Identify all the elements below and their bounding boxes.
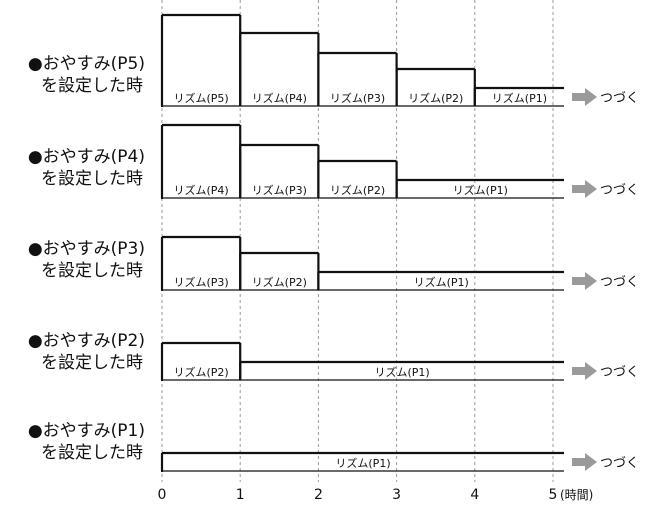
segment-label: リズム(P3) bbox=[173, 275, 228, 289]
tick-label: 4 bbox=[470, 487, 479, 503]
arrow-shaft bbox=[572, 93, 585, 101]
segment-label: リズム(P1) bbox=[374, 365, 429, 379]
arrow-shaft bbox=[572, 277, 585, 285]
continue-arrow-icon bbox=[572, 88, 597, 106]
arrow-head bbox=[585, 453, 597, 471]
arrow-shaft bbox=[572, 458, 585, 466]
arrow-shaft bbox=[572, 185, 585, 193]
segment-label: リズム(P1) bbox=[414, 275, 469, 289]
continue-arrow-icon bbox=[572, 453, 597, 471]
row-subtitle: を設定した時 bbox=[41, 261, 143, 281]
x-axis: 0 1 2 3 4 5 (時間) bbox=[158, 487, 594, 503]
gridlines bbox=[161, 0, 554, 482]
arrow-head bbox=[585, 272, 597, 290]
segment-label: リズム(P2) bbox=[173, 365, 228, 379]
row-1: リズム(P5) リズム(P4) リズム(P3) リズム(P2) リズム(P1) つづく bbox=[160, 13, 639, 107]
continue-arrow-icon bbox=[572, 272, 597, 290]
row-label: ●おやすみ(P1) を設定した時 bbox=[0, 420, 145, 464]
segment-label: リズム(P2) bbox=[252, 275, 307, 289]
continue-arrow-icon bbox=[572, 362, 597, 380]
continue-text: つづく bbox=[600, 183, 639, 198]
segment-label: リズム(P4) bbox=[252, 91, 307, 105]
row-subtitle: を設定した時 bbox=[41, 443, 143, 463]
row-subtitle: を設定した時 bbox=[41, 169, 143, 189]
segment-label: リズム(P5) bbox=[173, 91, 228, 105]
tick-label: 0 bbox=[158, 487, 167, 503]
segment-label: リズム(P4) bbox=[173, 183, 228, 197]
row-label: ●おやすみ(P2) を設定した時 bbox=[0, 330, 145, 374]
row-subtitle: を設定した時 bbox=[41, 76, 143, 96]
tick-label: 2 bbox=[314, 487, 323, 503]
row-title: ●おやすみ(P5) bbox=[27, 54, 145, 74]
tick-label: 1 bbox=[236, 487, 245, 503]
row-subtitle: を設定した時 bbox=[41, 353, 143, 373]
continue-text: つづく bbox=[600, 91, 639, 106]
row-title: ●おやすみ(P1) bbox=[27, 421, 145, 441]
tick-label: 5 bbox=[549, 487, 558, 503]
row-label: ●おやすみ(P3) を設定した時 bbox=[0, 238, 145, 282]
segment-label: リズム(P1) bbox=[453, 183, 508, 197]
continue-text: つづく bbox=[600, 456, 639, 471]
segment-label: リズム(P2) bbox=[408, 91, 463, 105]
segment-label: リズム(P2) bbox=[330, 183, 385, 197]
segment-label: リズム(P3) bbox=[330, 91, 385, 105]
arrow-head bbox=[585, 180, 597, 198]
arrow-shaft bbox=[572, 367, 585, 375]
row-title: ●おやすみ(P4) bbox=[27, 147, 145, 167]
continue-text: つづく bbox=[600, 365, 639, 380]
row-label: ●おやすみ(P4) を設定した時 bbox=[0, 146, 145, 190]
row-title: ●おやすみ(P3) bbox=[27, 239, 145, 259]
row-title: ●おやすみ(P2) bbox=[27, 331, 145, 351]
segment-label: リズム(P3) bbox=[252, 183, 307, 197]
row-3: リズム(P3) リズム(P2) リズム(P1) つづく bbox=[160, 235, 639, 291]
continue-arrow-icon bbox=[572, 180, 597, 198]
arrow-head bbox=[585, 362, 597, 380]
axis-unit: (時間) bbox=[560, 488, 593, 502]
tick-label: 3 bbox=[392, 487, 401, 503]
row-2: リズム(P4) リズム(P3) リズム(P2) リズム(P1) つづく bbox=[160, 123, 639, 199]
continue-text: つづく bbox=[600, 275, 639, 290]
row-5: リズム(P1) つづく bbox=[160, 451, 639, 472]
arrow-head bbox=[585, 88, 597, 106]
segment-label: リズム(P1) bbox=[492, 91, 547, 105]
segment-label: リズム(P1) bbox=[335, 456, 390, 470]
row-label: ●おやすみ(P5) を設定した時 bbox=[0, 53, 145, 97]
row-4: リズム(P2) リズム(P1) つづく bbox=[160, 341, 639, 381]
